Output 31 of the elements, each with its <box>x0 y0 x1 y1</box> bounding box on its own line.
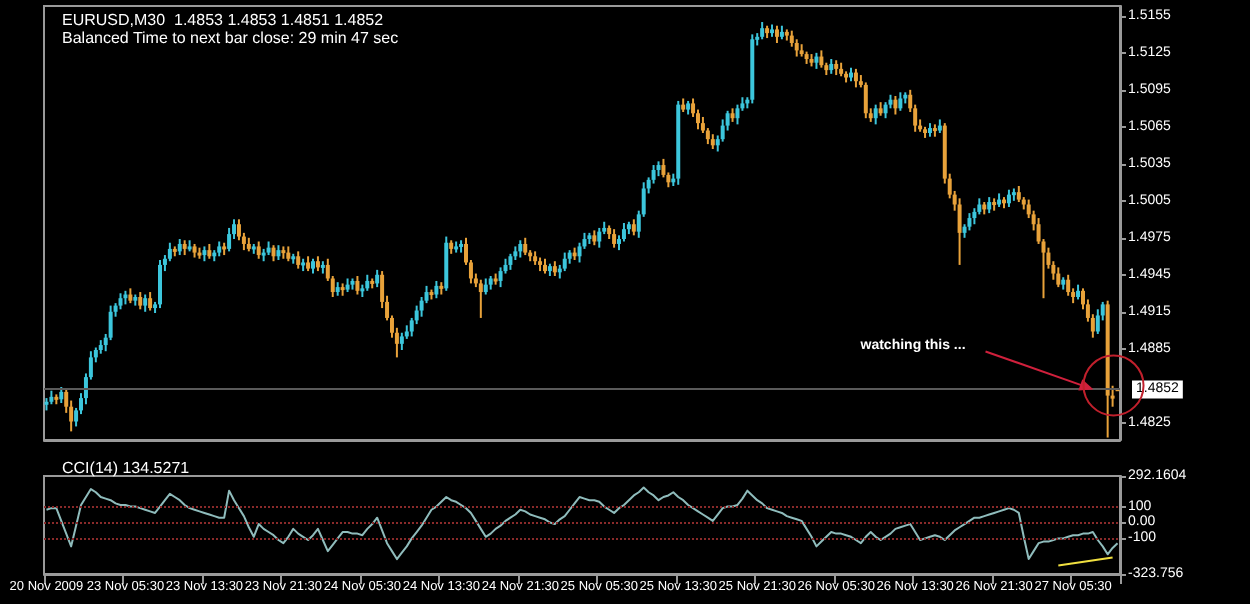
candlestick <box>651 164 656 185</box>
candlestick <box>444 235 449 292</box>
candlestick <box>853 67 858 89</box>
candlestick <box>236 218 241 242</box>
candlestick <box>720 118 725 143</box>
line-series <box>45 486 1119 561</box>
candlestick <box>863 81 868 120</box>
candlestick <box>157 258 162 310</box>
candlestick <box>873 103 878 126</box>
candlestick <box>227 226 232 253</box>
candlestick <box>621 222 626 243</box>
candlestick <box>1095 308 1100 335</box>
candlestick <box>1056 266 1061 289</box>
chart-title: CCI(14) 134.5271 <box>62 459 191 477</box>
candlestick <box>1066 273 1071 297</box>
candlestick <box>597 226 602 249</box>
candlestick <box>478 278 483 319</box>
candlestick <box>735 103 740 126</box>
chart-title: EURUSD,M30 1.4853 1.4853 1.4851 1.4852 <box>62 11 385 29</box>
candlestick <box>167 241 172 263</box>
text: Balanced Time to next bar close: 29 min 47 sec <box>62 29 399 47</box>
candlestick <box>148 291 153 312</box>
candlestick <box>498 266 503 289</box>
candlestick <box>893 95 898 116</box>
candlestick <box>355 275 360 296</box>
candlestick <box>957 197 962 266</box>
candlestick <box>612 228 617 249</box>
candlestick <box>898 91 903 112</box>
candlestick <box>661 157 666 179</box>
candlestick <box>577 241 582 264</box>
candlestick <box>562 251 567 273</box>
